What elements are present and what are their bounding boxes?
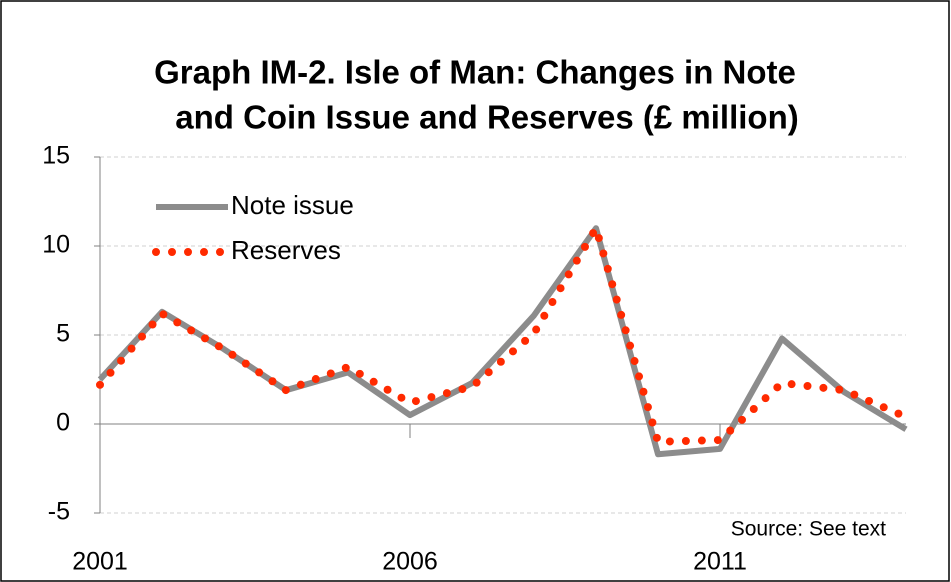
y-tick-label: -5 [48,498,70,526]
source-note: Source: See text [731,518,886,541]
y-tick-label: 10 [42,231,70,259]
legend-label: Reserves [231,235,341,265]
legend-label: Note issue [231,190,354,220]
y-tick-label: 15 [42,142,70,170]
x-tick-label: 2006 [382,548,438,576]
series-line [96,218,910,446]
chart-title: Graph IM-2. Isle of Man: Changes in Note [154,54,796,91]
y-tick-label: 5 [56,320,70,348]
y-tick-label: 0 [56,409,70,437]
x-tick-label: 2011 [693,548,747,576]
chart-title: and Coin Issue and Reserves (£ million) [175,99,799,136]
x-tick-label: 2001 [72,548,128,576]
